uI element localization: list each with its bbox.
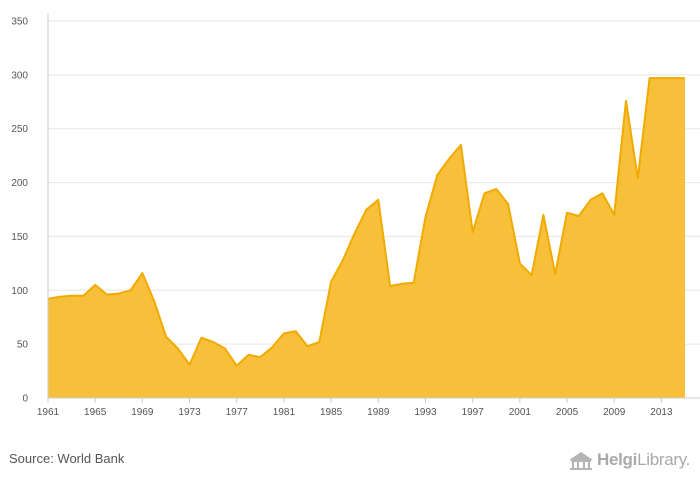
x-tick-label-2013: 2013 xyxy=(650,407,673,418)
y-tick-label-350: 350 xyxy=(11,17,28,28)
y-tick-label-150: 150 xyxy=(11,232,28,243)
x-tick-label-1973: 1973 xyxy=(178,407,201,418)
x-axis-ticks: 1961 1965 1969 1973 1977 1981 1985 1989 1993 1997… xyxy=(37,398,673,418)
y-tick-label-0: 0 xyxy=(22,394,28,405)
y-tick-label-50: 50 xyxy=(17,340,29,351)
x-tick-label-1977: 1977 xyxy=(226,407,249,418)
logo-text-light: Library. xyxy=(637,450,691,469)
library-building-icon xyxy=(569,452,593,470)
logo-text: HelgiLibrary. xyxy=(597,450,690,470)
x-tick-label-2005: 2005 xyxy=(556,407,579,418)
axes xyxy=(47,13,700,399)
x-tick-label-1989: 1989 xyxy=(367,407,390,418)
x-tick-label-1993: 1993 xyxy=(414,407,437,418)
helgi-library-logo: HelgiLibrary. xyxy=(568,448,690,472)
y-tick-label-250: 250 xyxy=(11,124,28,135)
x-tick-label-2001: 2001 xyxy=(509,407,532,418)
source-note: Source: World Bank xyxy=(9,451,125,466)
x-tick-label-1965: 1965 xyxy=(84,407,107,418)
y-tick-label-300: 300 xyxy=(11,70,28,81)
y-tick-label-100: 100 xyxy=(11,286,28,297)
area-fill xyxy=(48,78,685,398)
x-tick-label-1985: 1985 xyxy=(320,407,343,418)
logo-text-bold: Helgi xyxy=(597,450,638,469)
series-line xyxy=(47,77,685,367)
x-tick-label-1961: 1961 xyxy=(37,407,60,418)
x-tick-label-1981: 1981 xyxy=(273,407,296,418)
y-axis-ticks: 0 50 100 150 200 250 300 350 xyxy=(11,17,28,405)
area-series xyxy=(47,77,685,398)
x-tick-label-1969: 1969 xyxy=(131,407,154,418)
x-tick-label-1997: 1997 xyxy=(462,407,485,418)
y-tick-label-200: 200 xyxy=(11,178,28,189)
x-tick-label-2009: 2009 xyxy=(603,407,626,418)
